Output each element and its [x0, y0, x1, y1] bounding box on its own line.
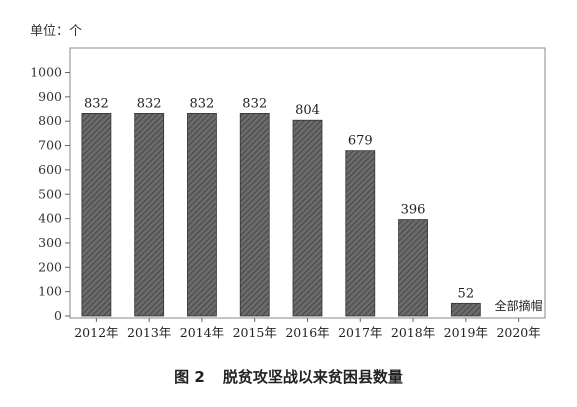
data-labels: 832 832 832 832 804 679 396 52	[84, 96, 474, 301]
figure-number: 图 2	[174, 368, 205, 386]
bar	[292, 119, 323, 317]
data-label: 832	[84, 96, 109, 111]
x-tick-label: 2016年	[285, 325, 329, 340]
x-tick-label: 2020年	[496, 325, 540, 340]
data-label: 832	[137, 96, 162, 111]
figure-caption: 图 2 脱贫攻坚战以来贫困县数量	[0, 366, 577, 387]
y-tick-label: 900	[38, 89, 62, 104]
figure-title: 脱贫攻坚战以来贫困县数量	[222, 368, 403, 386]
x-tick-label: 2019年	[444, 325, 488, 340]
bar	[81, 113, 112, 317]
y-tick-label: 300	[38, 235, 62, 250]
y-tick-label: 700	[38, 138, 62, 153]
x-tick-label: 2018年	[391, 325, 435, 340]
bar	[187, 113, 217, 317]
x-tick-label: 2015年	[233, 325, 277, 340]
bar	[398, 219, 428, 317]
data-label: 832	[242, 96, 267, 111]
y-tick-label: 0	[54, 308, 62, 323]
y-unit-label: 单位：个	[30, 24, 83, 39]
y-tick-label: 400	[38, 211, 62, 226]
x-tick-label: 2013年	[127, 325, 171, 340]
y-tick-label: 500	[38, 186, 62, 201]
bar	[134, 113, 165, 317]
data-label: 832	[190, 96, 215, 111]
bars	[81, 113, 481, 317]
bar	[239, 113, 270, 317]
data-label: 52	[458, 286, 475, 301]
x-tick-label: 2012年	[74, 325, 118, 340]
y-tick-label: 800	[38, 113, 62, 128]
x-tick-label: 2014年	[180, 325, 224, 340]
y-tick-label: 1000	[30, 65, 62, 80]
data-label: 396	[401, 203, 426, 218]
x-axis: 2012年 2013年 2014年 2015年 2016年 2017年 2018年 2019年…	[74, 318, 541, 340]
y-tick-label: 600	[38, 162, 62, 177]
y-tick-label: 200	[38, 259, 62, 274]
bar	[450, 302, 481, 317]
bar	[345, 150, 376, 317]
annotations: 全部摘帽	[495, 298, 543, 313]
data-label: 804	[295, 103, 320, 118]
y-tick-label: 100	[38, 284, 62, 299]
annotation-label: 全部摘帽	[495, 298, 543, 313]
y-axis: 0 100 200 300 400 500 600 700 800 900 1000	[30, 65, 70, 323]
x-tick-label: 2017年	[338, 325, 382, 340]
data-label: 679	[348, 134, 373, 149]
